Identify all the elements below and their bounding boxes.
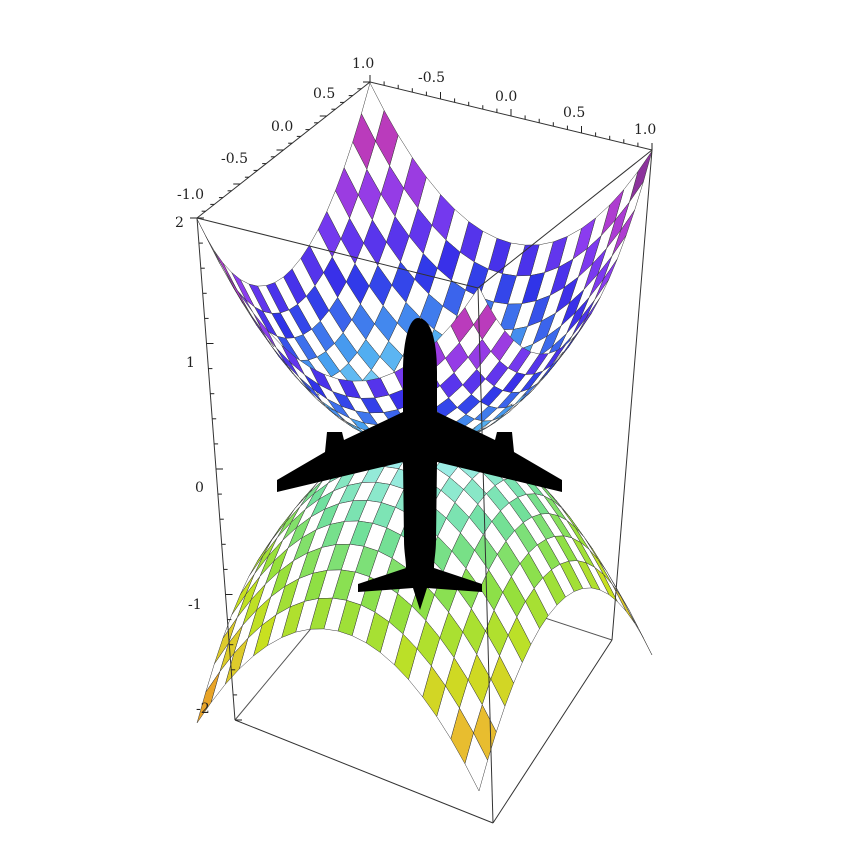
box-edge xyxy=(611,149,653,641)
y-tick-label: 0.5 xyxy=(313,86,335,102)
y-tick-label: -0.5 xyxy=(221,151,248,167)
box-edge xyxy=(477,149,653,289)
surface-patch xyxy=(196,218,221,264)
x-tick-label: 0.0 xyxy=(495,89,517,105)
axis-ticks xyxy=(190,75,653,721)
box-edge xyxy=(196,217,479,289)
y-tick-label: -1.0 xyxy=(177,187,204,203)
z-tick-label: 2 xyxy=(175,215,184,231)
y-tick-label: 0.0 xyxy=(271,119,293,135)
z-tick-label: -2 xyxy=(196,701,210,717)
bounding-box-front xyxy=(196,81,653,824)
z-tick-label: 0 xyxy=(195,480,204,496)
tick-labels: -0.5 0.0 0.5 1.0 -1.0 -0.5 0.0 0.5 1.0 2… xyxy=(175,56,656,717)
box-edge xyxy=(492,639,613,824)
x-tick-label: 1.0 xyxy=(634,122,656,138)
x-tick-label: -0.5 xyxy=(418,70,445,86)
airplane-body xyxy=(277,318,562,610)
x-tick-label: 0.5 xyxy=(563,105,585,121)
y-tick-label: 1.0 xyxy=(352,56,374,72)
box-edge xyxy=(234,719,494,824)
z-tick-label: 1 xyxy=(186,355,195,371)
surface-patch xyxy=(196,671,221,724)
airplane-icon xyxy=(277,318,562,610)
box-edge xyxy=(477,287,494,824)
z-tick-label: -1 xyxy=(188,597,202,613)
